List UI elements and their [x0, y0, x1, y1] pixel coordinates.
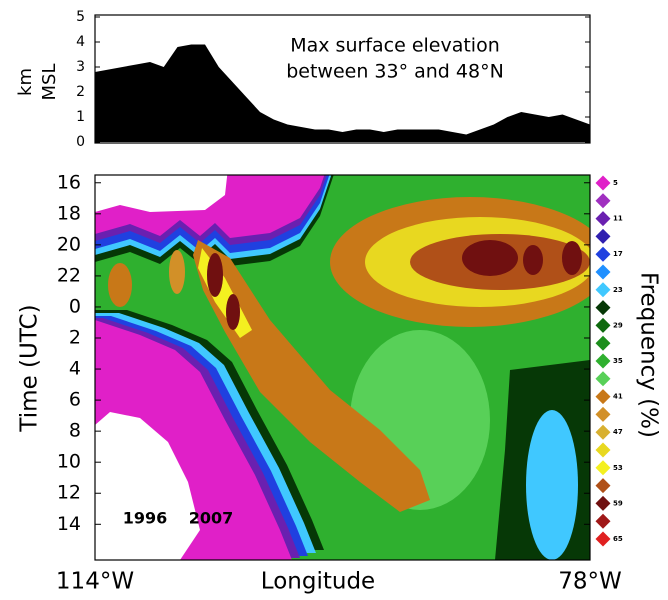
colorbar-tick-label: 41	[613, 393, 623, 401]
annotation: 2007	[189, 509, 234, 528]
colorbar-swatch	[595, 460, 611, 476]
elevation-area	[95, 44, 590, 142]
plot-frame	[94, 14, 591, 144]
colorbar-swatch	[595, 175, 611, 191]
y-tick-label: 2	[76, 84, 85, 100]
x-tick-label: 78°W	[558, 569, 622, 595]
colorbar-tick-label: 35	[613, 357, 623, 365]
colorbar-tick-label: 59	[613, 499, 623, 507]
colorbar-swatch	[595, 353, 611, 369]
y-tick-label: 0	[69, 295, 81, 317]
y-tick-label: 6	[69, 389, 81, 411]
colorbar-swatch	[595, 317, 611, 333]
x-axis-label: Longitude	[261, 569, 375, 595]
plot-frame	[94, 174, 591, 561]
colorbar-swatch	[595, 531, 611, 547]
colorbar-label: Frequency (%)	[636, 272, 662, 438]
y-tick-label: 8	[69, 420, 81, 442]
colorbar-tick-label: 65	[613, 535, 623, 543]
colorbar-tick-label: 5	[613, 179, 618, 187]
y-tick-label: 10	[57, 451, 81, 473]
colorbar-swatch	[595, 300, 611, 316]
colorbar-swatch	[595, 513, 611, 529]
colorbar-swatch	[595, 424, 611, 440]
colorbar-tick-label: 29	[613, 321, 623, 329]
y-axis-label: MSL	[39, 64, 60, 101]
colorbar-swatch	[595, 264, 611, 280]
y-tick-label: 0	[76, 134, 85, 150]
colorbar-tick-label: 11	[613, 215, 623, 223]
colorbar-tick-label: 53	[613, 464, 623, 472]
colorbar-swatch	[595, 442, 611, 458]
y-tick-label: 22	[57, 264, 81, 286]
colorbar-tick-label: 23	[613, 286, 623, 294]
annotation: Max surface elevation	[290, 35, 500, 57]
colorbar-swatch	[595, 495, 611, 511]
colorbar-swatch	[595, 478, 611, 494]
y-tick-label: 4	[76, 34, 85, 50]
y-tick-label: 5	[76, 9, 85, 25]
contour-field	[95, 175, 590, 560]
y-tick-label: 12	[57, 482, 81, 504]
y-axis-label: Time (UTC)	[17, 304, 43, 432]
colorbar-swatch	[595, 406, 611, 422]
y-tick-label: 4	[69, 358, 81, 380]
colorbar-swatch	[595, 371, 611, 387]
colorbar-swatch	[595, 193, 611, 209]
colorbar-swatch	[595, 282, 611, 298]
y-tick-label: 16	[57, 171, 81, 193]
annotation: 1996	[123, 509, 168, 528]
colorbar-tick-label: 47	[613, 428, 623, 436]
y-tick-label: 18	[57, 202, 81, 224]
colorbar-swatch	[595, 211, 611, 227]
colorbar-swatch	[595, 335, 611, 351]
y-tick-label: 3	[76, 59, 85, 75]
annotation: between 33° and 48°N	[286, 61, 504, 83]
colorbar-swatch	[595, 228, 611, 244]
y-tick-label: 20	[57, 233, 81, 255]
colorbar-swatch	[595, 389, 611, 405]
y-tick-label: 1	[76, 109, 85, 125]
colorbar-tick-label: 17	[613, 250, 623, 258]
y-tick-label: 2	[69, 327, 81, 349]
y-tick-label: 14	[57, 513, 81, 535]
y-axis-label: km	[15, 68, 36, 96]
x-tick-label: 114°W	[56, 569, 134, 595]
colorbar-swatch	[595, 246, 611, 262]
